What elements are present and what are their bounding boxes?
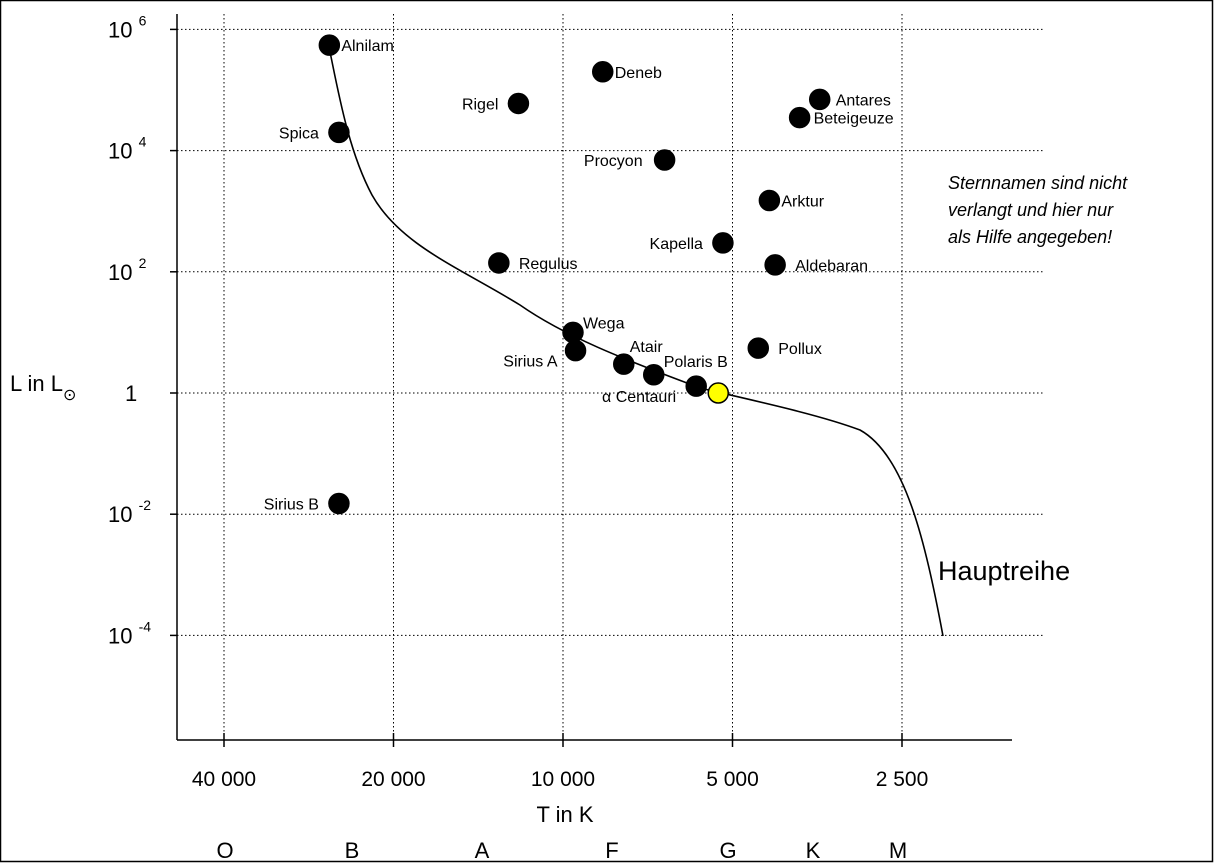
y-tick-label: 10 -2: [108, 497, 151, 527]
spectral-class-label: K: [806, 838, 821, 863]
star-marker: [707, 382, 730, 404]
x-tick-label: 10 000: [531, 768, 595, 791]
y-tick-labels: 10 6 10 4 10 2 1 10 -2 10 -4: [108, 12, 177, 648]
star-marker: [685, 375, 707, 397]
star-marker: [328, 121, 350, 144]
star-marker: [788, 106, 811, 129]
star-marker: [562, 321, 584, 344]
star-marker: [642, 364, 665, 386]
star-marker: [318, 34, 341, 56]
star-marker: [591, 61, 614, 83]
star-label: Arktur: [781, 194, 824, 211]
star-label: Antares: [836, 92, 891, 109]
axes: [176, 14, 1012, 741]
grid: [177, 14, 1045, 740]
star-label: Aldebaran: [795, 258, 868, 275]
spectral-class-label: M: [889, 838, 907, 863]
y-axis-label: L in L⊙: [10, 371, 76, 404]
star-label: Atair: [630, 339, 664, 356]
stars: Alnilam Deneb Rigel Antares Beteigeuze Spica P…: [264, 34, 894, 515]
spectral-class-label: B: [345, 838, 360, 863]
star-label: Regulus: [519, 256, 578, 273]
star-label: Spica: [279, 125, 319, 142]
x-tick-label: 5 000: [706, 768, 759, 791]
note-line: Sternnamen sind nicht: [948, 173, 1128, 193]
x-axis-label: T in K: [536, 802, 593, 827]
x-tick-label: 2 500: [876, 768, 929, 791]
note-line: als Hilfe angegeben!: [948, 227, 1113, 247]
star-label: Alnilam: [341, 38, 393, 55]
spectral-class-label: G: [719, 838, 736, 863]
note-line: verlangt und hier nur: [948, 200, 1114, 220]
y-tick-label: 1: [125, 381, 137, 406]
star-label: Rigel: [462, 96, 498, 113]
x-tick-label: 20 000: [361, 768, 425, 791]
star-marker: [747, 337, 770, 359]
star-marker: [564, 339, 587, 362]
spectral-class-label: F: [605, 838, 618, 863]
star-label: Procyon: [584, 153, 643, 170]
star-label: Sirius B: [264, 497, 319, 514]
star-label: Kapella: [650, 236, 703, 253]
star-marker: [808, 88, 831, 111]
star-marker: [653, 149, 676, 171]
main-sequence-label: Hauptreihe: [938, 556, 1070, 586]
star-marker: [764, 254, 786, 276]
star-label: Deneb: [615, 65, 662, 82]
star-marker: [507, 92, 530, 115]
y-tick-label: 10 2: [108, 255, 147, 285]
star-marker: [328, 492, 350, 515]
spectral-class-label: A: [475, 838, 490, 863]
star-marker: [488, 252, 510, 274]
star-marker: [613, 353, 635, 375]
x-tick-labels: 40 000 20 000 10 000 5 000 2 500: [192, 733, 928, 791]
star-label: Wega: [583, 315, 625, 332]
spectral-class-label: O: [216, 838, 233, 863]
y-tick-label: 10 4: [108, 134, 147, 164]
star-label: Pollux: [778, 341, 822, 358]
star-marker: [758, 189, 781, 212]
star-label: Beteigeuze: [814, 111, 894, 128]
y-tick-label: 10 6: [108, 12, 147, 42]
y-tick-label: 10 -4: [108, 618, 151, 648]
star-label: α Centauri: [602, 389, 676, 406]
star-marker: [712, 232, 734, 254]
star-names-note: Sternnamen sind nicht verlangt und hier …: [948, 170, 1200, 251]
x-tick-label: 40 000: [192, 768, 256, 791]
star-label: Polaris B: [664, 354, 728, 371]
star-label: Sirius A: [503, 354, 558, 371]
